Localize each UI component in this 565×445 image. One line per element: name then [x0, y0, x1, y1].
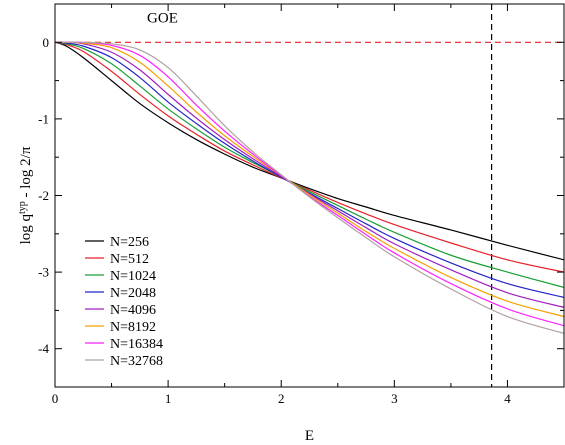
y-tick-label: -2 [38, 188, 49, 203]
series-line-5 [55, 41, 564, 308]
y-axis-label-superscript: typ [17, 201, 28, 214]
x-tick-label: 2 [278, 391, 285, 406]
axis-ticks: 0 1 2 3 4 0 -1 -2 -3 -4 [38, 4, 564, 406]
series-line-4 [55, 41, 564, 298]
y-axis-label-main: log q [18, 214, 34, 245]
y-tick-label: 0 [43, 35, 50, 50]
series-line-2 [55, 41, 564, 273]
legend: N=256 N=512 N=1024 N=2048 N=4096 N=8192 N=1638… [85, 235, 163, 369]
goe-annotation: GOE [147, 10, 178, 26]
x-axis-label: E [305, 428, 314, 444]
legend-label-6: N=8192 [110, 320, 156, 335]
legend-label-1: N=256 [110, 235, 149, 250]
x-tick-label: 0 [52, 391, 59, 406]
series-line-6 [55, 41, 564, 318]
series-line-3 [55, 41, 564, 288]
x-tick-label: 1 [165, 391, 172, 406]
x-tick-label: 4 [504, 391, 511, 406]
y-tick-label: -1 [38, 111, 49, 126]
legend-label-8: N=32768 [110, 354, 163, 369]
series-line-1 [55, 41, 564, 261]
series-line-7 [55, 41, 564, 327]
y-axis-label-rest: - log 2/π [18, 146, 34, 201]
series-line-8 [55, 41, 564, 334]
y-tick-label: -4 [38, 341, 49, 356]
legend-label-7: N=16384 [110, 337, 163, 352]
legend-label-2: N=512 [110, 252, 149, 267]
legend-label-3: N=1024 [110, 269, 156, 284]
legend-label-5: N=4096 [110, 303, 156, 318]
legend-label-4: N=2048 [110, 286, 156, 301]
y-axis-label: log qtyp - log 2/π [17, 146, 35, 244]
y-tick-label: -3 [38, 265, 49, 280]
plot-data [55, 4, 564, 387]
x-tick-label: 3 [391, 391, 398, 406]
